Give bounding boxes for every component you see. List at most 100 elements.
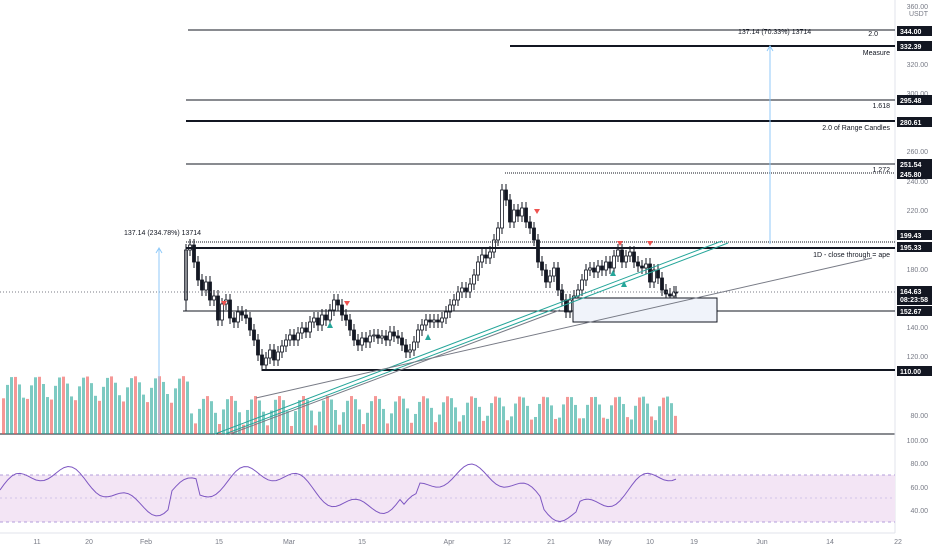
volume-bar	[102, 386, 105, 434]
volume-bar	[638, 397, 641, 434]
candle-body	[668, 293, 672, 297]
volume-bar	[550, 405, 553, 434]
candle-body	[584, 269, 588, 281]
candle-body	[464, 287, 468, 293]
buy-signal-icon	[621, 281, 627, 287]
volume-bar	[402, 398, 405, 434]
candle-body	[240, 311, 244, 316]
volume-bar	[290, 425, 293, 434]
candle-body	[516, 209, 520, 217]
candle-body	[452, 299, 456, 306]
candle-body	[608, 261, 612, 269]
candle-body	[620, 249, 624, 263]
price-tag-280: 280.61	[900, 120, 922, 127]
volume-bar	[606, 418, 609, 434]
volume-bar	[150, 387, 153, 434]
candle-body	[624, 255, 628, 263]
time-tick: 10	[646, 539, 654, 546]
candle-body	[436, 319, 440, 323]
candle-body	[500, 189, 504, 229]
candle-body	[332, 299, 336, 311]
volume-bar	[262, 411, 265, 434]
volume-bar	[486, 415, 489, 434]
candle-body	[368, 335, 372, 343]
volume-bar	[370, 401, 373, 434]
time-tick: May	[598, 539, 612, 546]
candle-body	[264, 357, 268, 366]
volume-bar	[302, 396, 305, 434]
trendline-teal-upper[interactable]	[214, 240, 723, 435]
trendline-grey[interactable]	[255, 257, 873, 399]
candle-body	[352, 329, 356, 341]
volume-bar	[330, 399, 333, 434]
volume-bar	[226, 399, 229, 434]
price-tick: 300.00	[907, 91, 929, 98]
trendline-grey-lower[interactable]	[229, 309, 561, 435]
candle-body	[248, 317, 252, 331]
volume-bar	[398, 396, 401, 434]
candle-body	[496, 227, 500, 241]
candle-body	[640, 265, 644, 269]
measure-label-right: 137.14 (70.33%) 13714	[738, 29, 811, 36]
rsi-axis[interactable]: 100.00 80.00 60.00 40.00	[907, 438, 929, 515]
volume-bar	[282, 400, 285, 434]
bar-countdown: 08:23:58	[900, 297, 928, 304]
volume-bar	[390, 413, 393, 434]
volume-bar	[438, 414, 441, 434]
level-note-2: 2.0	[868, 31, 878, 38]
candle-body	[220, 303, 224, 321]
volume-bar	[78, 386, 81, 434]
price-tag-344: 344.00	[900, 29, 922, 36]
volume-bar	[478, 406, 481, 434]
volume-bar	[530, 419, 533, 434]
rsi-tick: 80.00	[910, 461, 928, 468]
candle-body	[376, 334, 380, 339]
rsi-tick: 40.00	[910, 508, 928, 515]
volume-bar	[130, 378, 133, 434]
volume-bar	[86, 376, 89, 434]
volume-bar	[630, 419, 633, 434]
volume-bar	[642, 396, 645, 434]
volume-bar	[50, 399, 53, 434]
volume-bar	[386, 423, 389, 434]
price-axis[interactable]: 360.00 USDT 320.00 300.00 260.00 240.00 …	[907, 4, 929, 420]
candle-body	[408, 349, 412, 353]
candle-body	[236, 311, 240, 323]
volume-bar	[502, 406, 505, 434]
price-tag-110: 110.00	[900, 369, 921, 376]
volume-bar	[546, 397, 549, 434]
rsi-line	[0, 463, 677, 523]
trendline-teal-lower[interactable]	[224, 242, 729, 435]
volume-bar	[462, 415, 465, 434]
candle-body	[312, 317, 316, 323]
candle-body	[552, 267, 556, 277]
price-tag-332: 332.39	[900, 44, 922, 51]
volume-bar	[358, 409, 361, 434]
volume-bar	[106, 377, 109, 434]
volume-bar	[210, 401, 213, 434]
volume-bar	[658, 406, 661, 434]
volume-bar	[506, 420, 509, 434]
volume-bar	[18, 384, 21, 434]
time-axis[interactable]: 11 20 Feb 15 Mar 15 Apr 12 21 May 10 19 …	[33, 539, 902, 546]
volume-bar	[602, 417, 605, 434]
candle-body	[448, 304, 452, 313]
volume-bar	[418, 401, 421, 434]
price-tick: 360.00	[907, 4, 929, 11]
signal-markers	[221, 209, 653, 340]
sell-signal-icon	[647, 241, 653, 246]
candle-body	[268, 349, 272, 359]
candle-body	[200, 279, 204, 291]
candle-body	[204, 281, 208, 291]
volume-bar	[626, 417, 629, 434]
candle-body	[628, 251, 632, 257]
time-tick: Jun	[756, 539, 767, 546]
volume-bar	[394, 401, 397, 434]
candle-body	[632, 251, 636, 263]
volume-bar	[366, 412, 369, 434]
price-tag-199: 199.43	[900, 233, 922, 240]
volume-bar	[598, 404, 601, 434]
candle-body	[340, 304, 344, 316]
